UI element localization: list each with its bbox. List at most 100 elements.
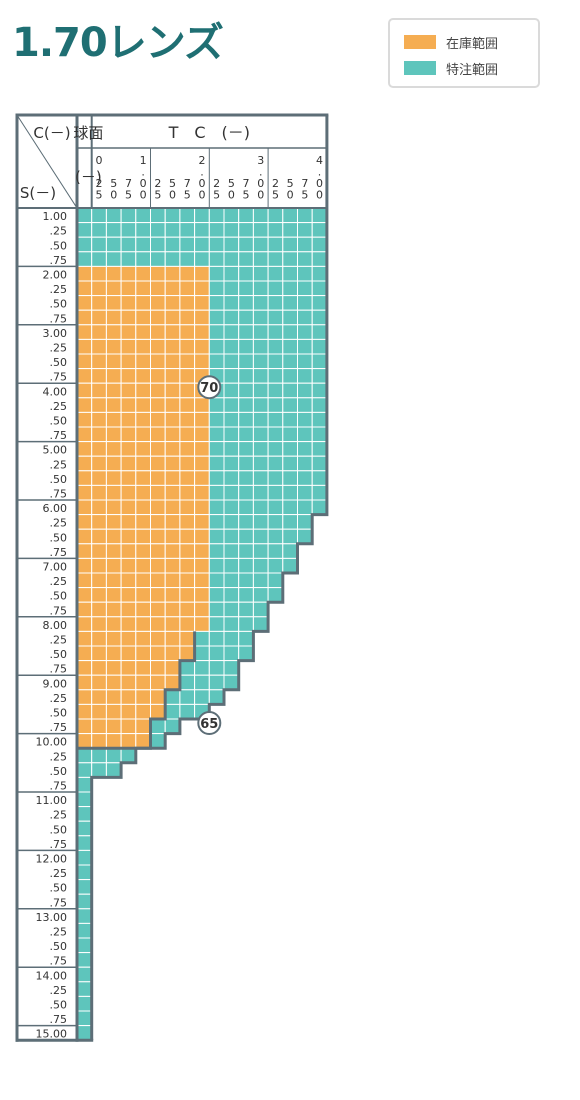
range-cell [135, 484, 152, 501]
range-cell [194, 587, 210, 603]
range-cell [311, 397, 328, 413]
range-cell [91, 660, 107, 676]
cyl-tick-label: 5 [213, 189, 220, 202]
range-cell [223, 514, 240, 530]
range-cell [208, 338, 225, 355]
range-cell [267, 222, 284, 238]
range-cell [223, 309, 240, 326]
sph-row-label: 1.00 [43, 210, 68, 223]
range-cell [150, 514, 166, 530]
sph-row-label: .50 [50, 940, 68, 953]
range-cell [150, 455, 166, 472]
range-cell [120, 747, 137, 764]
range-cell [194, 426, 210, 443]
range-cell [282, 543, 298, 559]
range-cell [135, 309, 152, 326]
range-cell [120, 703, 137, 720]
range-cell [150, 426, 166, 443]
cyl-tick-label: 2 [96, 177, 103, 190]
cyl-tick-label: . [141, 166, 145, 179]
range-cell [150, 324, 166, 340]
range-cell [267, 484, 284, 501]
range-cell [120, 572, 137, 589]
cyl-tick-label: 0 [198, 177, 205, 190]
range-cell [76, 660, 93, 676]
range-cell [135, 470, 152, 486]
cyl-tick-label: 2 [213, 177, 220, 190]
range-cell [194, 616, 210, 632]
sph-row-label: .25 [50, 225, 68, 238]
range-cell [223, 674, 240, 691]
range-cell [223, 368, 240, 384]
range-cell [297, 411, 313, 428]
range-cell [297, 207, 313, 224]
range-cell [194, 338, 210, 355]
range-cell [135, 587, 152, 603]
range-cell [311, 411, 328, 428]
range-cell [76, 995, 93, 1012]
range-cell [179, 397, 196, 413]
range-cell [194, 674, 210, 691]
sph-row-label: .50 [50, 882, 68, 895]
range-cell [267, 207, 284, 224]
range-cell [91, 338, 107, 355]
range-cell [150, 251, 166, 267]
range-cell [76, 543, 93, 559]
range-cell [135, 645, 152, 662]
range-cell [238, 630, 254, 647]
cyl-tick-label: 2 [272, 177, 279, 190]
range-cell [297, 251, 313, 267]
range-cell [91, 411, 107, 428]
range-cell [164, 265, 181, 282]
range-cell [194, 689, 210, 705]
range-cell [135, 557, 152, 574]
sph-row-label: .75 [50, 955, 68, 968]
range-cell [223, 207, 240, 224]
range-cell [76, 207, 93, 224]
range-cell [179, 470, 196, 486]
sph-row-label: .75 [50, 371, 68, 384]
range-cell [135, 689, 152, 705]
range-cell [76, 368, 93, 384]
range-cell [150, 689, 166, 705]
range-cell [135, 543, 152, 559]
range-cell [120, 630, 137, 647]
range-cell [311, 382, 328, 399]
range-cell [311, 353, 328, 370]
range-cell [164, 426, 181, 443]
range-cell [311, 499, 328, 516]
range-cell [164, 382, 181, 399]
range-cell [311, 222, 328, 238]
range-cell [105, 543, 122, 559]
cyl-tick-label: 0 [198, 189, 205, 202]
range-cell [164, 280, 181, 297]
range-cell [76, 470, 93, 486]
range-cell [252, 441, 269, 457]
range-cell [252, 207, 269, 224]
range-cell [91, 572, 107, 589]
range-cell [223, 616, 240, 632]
range-cell [76, 587, 93, 603]
range-cell [282, 470, 298, 486]
range-cell [164, 397, 181, 413]
cyl-tick-label: 7 [184, 177, 191, 190]
range-cell [164, 587, 181, 603]
range-cell [223, 411, 240, 428]
cyl-tick-label: 5 [169, 177, 176, 190]
sph-row-label: .25 [50, 926, 68, 939]
cyl-tick-label: . [318, 166, 322, 179]
range-cell [91, 397, 107, 413]
sph-row-label: .50 [50, 707, 68, 720]
sph-row-label: .25 [50, 634, 68, 647]
sph-row-label: 15.00 [36, 1028, 68, 1041]
cyl-tick-label: 0 [287, 189, 294, 202]
range-cell [282, 280, 298, 297]
range-cell [76, 601, 93, 618]
range-cell [238, 353, 254, 370]
range-cell [179, 499, 196, 516]
range-cell [76, 966, 93, 983]
range-cell [238, 470, 254, 486]
range-cell [164, 499, 181, 516]
range-cell [135, 601, 152, 618]
range-cell [238, 572, 254, 589]
